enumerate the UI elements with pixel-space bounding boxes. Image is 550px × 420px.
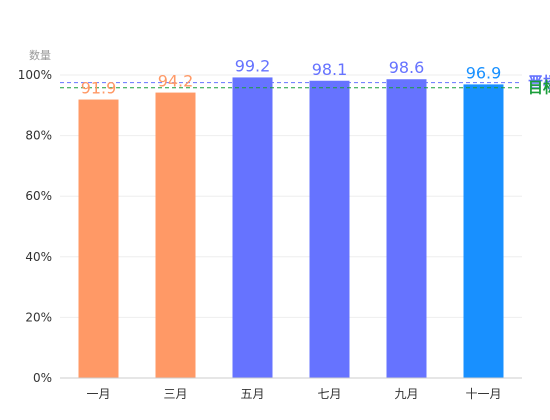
data-label: 99.2 bbox=[235, 56, 271, 75]
grid-lines bbox=[60, 74, 522, 318]
y-tick-label: 0% bbox=[33, 371, 52, 385]
y-tick-label: 40% bbox=[25, 250, 52, 264]
data-label: 94.2 bbox=[158, 72, 194, 91]
data-label: 98.1 bbox=[312, 60, 348, 79]
bar bbox=[463, 84, 504, 378]
x-axis-ticks: 一月 三月 五月 七月 九月 十一月 bbox=[86, 387, 501, 401]
data-label: 96.9 bbox=[466, 63, 502, 82]
x-tick-label: 九月 bbox=[394, 387, 418, 401]
data-label: 91.9 bbox=[81, 79, 117, 98]
y-tick-label: 20% bbox=[25, 310, 52, 324]
y-axis-ticks: 0% 20% 40% 60% 80% 100% bbox=[18, 68, 52, 385]
x-tick-label: 三月 bbox=[163, 387, 187, 401]
y-axis-title: 数量 bbox=[29, 49, 51, 62]
bar bbox=[78, 99, 119, 378]
bar bbox=[155, 92, 196, 378]
data-labels: 91.9 94.2 99.2 98.1 98.6 96.9 bbox=[81, 56, 502, 97]
x-tick-label: 十一月 bbox=[465, 387, 501, 401]
y-tick-label: 80% bbox=[25, 129, 52, 143]
reference-line-label: 目标 bbox=[528, 79, 550, 97]
y-tick-label: 100% bbox=[18, 68, 52, 82]
bars bbox=[78, 77, 504, 378]
x-tick-label: 七月 bbox=[317, 387, 341, 401]
reference-lines: 晋楼目标 bbox=[60, 74, 550, 97]
reference-line-label: 晋楼 bbox=[528, 74, 550, 92]
y-tick-label: 60% bbox=[25, 189, 52, 203]
x-tick-label: 一月 bbox=[86, 387, 110, 401]
bar bbox=[232, 77, 273, 378]
x-tick-label: 五月 bbox=[240, 387, 264, 401]
bar bbox=[309, 80, 350, 378]
data-label: 98.6 bbox=[389, 58, 425, 77]
bar bbox=[386, 79, 427, 378]
